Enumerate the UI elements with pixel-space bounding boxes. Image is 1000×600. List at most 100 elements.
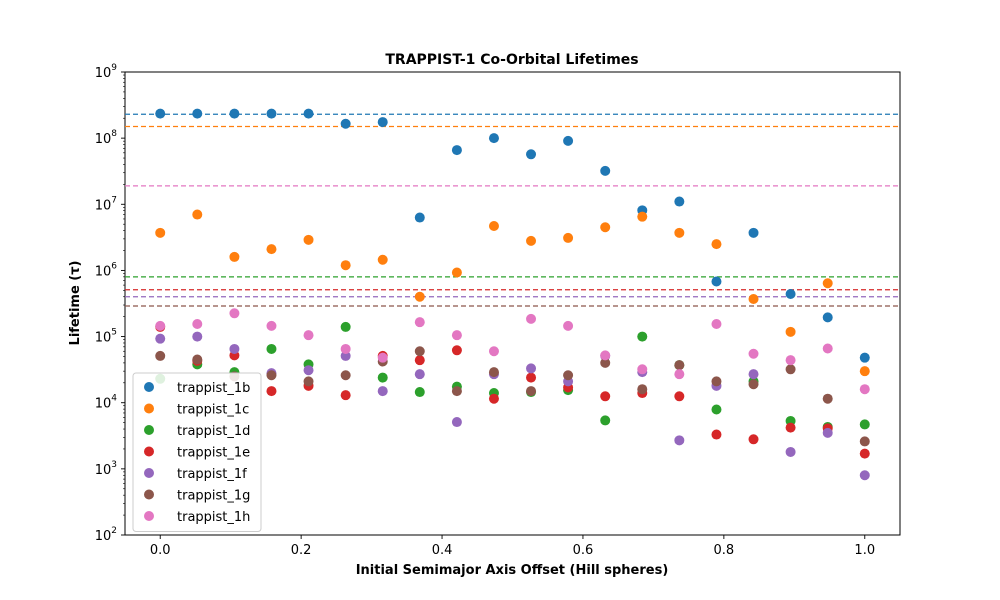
- point-trappist_1f-19: [859, 470, 870, 481]
- point-trappist_1h-18: [822, 343, 833, 354]
- y-tick-label: 107: [95, 195, 117, 213]
- x-tick-label: 1.0: [854, 543, 875, 558]
- point-trappist_1h-6: [377, 352, 388, 363]
- point-trappist_1h-8: [451, 330, 462, 341]
- point-trappist_1f-0: [155, 333, 166, 344]
- point-trappist_1b-1: [192, 108, 203, 119]
- point-trappist_1e-3: [266, 386, 277, 397]
- point-trappist_1e-16: [748, 434, 759, 445]
- point-trappist_1c-1: [192, 209, 203, 220]
- x-tick-label: 0.8: [714, 543, 735, 558]
- point-trappist_1c-11: [563, 232, 574, 243]
- point-trappist_1h-15: [711, 318, 722, 329]
- point-trappist_1g-5: [340, 370, 351, 381]
- point-trappist_1d-19: [859, 419, 870, 430]
- point-trappist_1e-19: [859, 448, 870, 459]
- point-trappist_1h-5: [340, 343, 351, 354]
- point-trappist_1g-4: [303, 376, 314, 387]
- point-trappist_1c-9: [488, 220, 499, 231]
- y-tick-label: 108: [95, 129, 118, 147]
- point-trappist_1b-7: [414, 212, 425, 223]
- point-trappist_1d-15: [711, 404, 722, 415]
- point-trappist_1c-7: [414, 291, 425, 302]
- point-trappist_1g-1: [192, 354, 203, 365]
- point-trappist_1b-9: [488, 133, 499, 144]
- point-trappist_1g-18: [822, 393, 833, 404]
- legend-label-trappist_1g: trappist_1g: [177, 489, 250, 504]
- point-trappist_1h-3: [266, 320, 277, 331]
- point-trappist_1b-17: [785, 289, 796, 300]
- legend-marker-trappist_1c: [144, 403, 154, 414]
- point-trappist_1e-15: [711, 429, 722, 440]
- point-trappist_1e-7: [414, 355, 425, 366]
- point-trappist_1c-15: [711, 239, 722, 250]
- point-trappist_1e-10: [526, 372, 537, 383]
- point-trappist_1g-11: [563, 370, 574, 381]
- chart-title: TRAPPIST-1 Co-Orbital Lifetimes: [385, 52, 638, 68]
- point-trappist_1b-3: [266, 108, 277, 119]
- x-tick-label: 0.0: [150, 543, 171, 558]
- x-axis: 0.0 0.2 0.4 0.6 0.8 1.0: [150, 535, 875, 558]
- y-tick-label: 104: [95, 394, 118, 412]
- legend-marker-trappist_1f: [144, 468, 154, 478]
- point-trappist_1b-18: [822, 312, 833, 323]
- point-trappist_1f-17: [785, 446, 796, 457]
- x-tick-label: 0.6: [573, 543, 594, 558]
- point-trappist_1h-1: [192, 318, 203, 329]
- point-trappist_1b-12: [600, 165, 611, 176]
- point-trappist_1c-12: [600, 222, 611, 233]
- point-trappist_1h-0: [155, 320, 166, 331]
- point-trappist_1d-13: [637, 331, 648, 342]
- point-trappist_1h-9: [488, 346, 499, 357]
- point-trappist_1b-16: [748, 227, 759, 238]
- point-trappist_1h-14: [674, 369, 685, 380]
- point-trappist_1e-9: [488, 393, 499, 404]
- point-trappist_1f-8: [451, 417, 462, 428]
- point-trappist_1c-16: [748, 293, 759, 304]
- point-trappist_1b-19: [859, 352, 870, 363]
- y-tick-label: 109: [95, 63, 118, 81]
- point-trappist_1d-12: [600, 415, 611, 426]
- point-trappist_1c-10: [526, 235, 537, 246]
- point-trappist_1f-6: [377, 386, 388, 397]
- point-trappist_1b-11: [563, 135, 574, 146]
- point-trappist_1g-14: [674, 360, 685, 371]
- point-trappist_1b-15: [711, 276, 722, 287]
- legend-marker-trappist_1h: [144, 511, 154, 521]
- point-trappist_1e-8: [451, 345, 462, 356]
- point-trappist_1c-8: [451, 267, 462, 278]
- point-trappist_1d-6: [377, 372, 388, 383]
- point-trappist_1b-4: [303, 108, 314, 119]
- legend-label-trappist_1c: trappist_1c: [177, 403, 249, 418]
- point-trappist_1f-7: [414, 369, 425, 380]
- point-trappist_1g-8: [451, 386, 462, 397]
- point-trappist_1g-3: [266, 370, 277, 381]
- point-trappist_1g-12: [600, 357, 611, 368]
- point-trappist_1g-0: [155, 350, 166, 361]
- point-trappist_1e-12: [600, 391, 611, 402]
- data-points: [155, 108, 870, 481]
- point-trappist_1f-14: [674, 435, 685, 446]
- point-trappist_1h-16: [748, 348, 759, 359]
- point-trappist_1f-4: [303, 365, 314, 376]
- legend: trappist_1b trappist_1c trappist_1dtrappis…: [132, 372, 262, 532]
- point-trappist_1c-14: [674, 227, 685, 238]
- point-trappist_1c-0: [155, 227, 166, 238]
- point-trappist_1c-4: [303, 234, 314, 245]
- x-axis-label: Initial Semimajor Axis Offset (Hill sphe…: [356, 563, 669, 578]
- y-axis: 102 103 104 105 106 107 108 109: [95, 63, 125, 544]
- point-trappist_1b-10: [526, 149, 537, 160]
- point-trappist_1g-17: [785, 364, 796, 375]
- legend-box: [132, 372, 262, 532]
- legend-label-trappist_1f: trappist_1f: [177, 467, 247, 482]
- x-tick-label: 0.4: [432, 543, 453, 558]
- point-trappist_1g-7: [414, 346, 425, 357]
- point-trappist_1e-14: [674, 391, 685, 402]
- point-trappist_1b-2: [229, 108, 240, 119]
- point-trappist_1e-17: [785, 422, 796, 433]
- point-trappist_1f-18: [822, 427, 833, 438]
- point-trappist_1f-16: [748, 369, 759, 380]
- point-trappist_1f-2: [229, 343, 240, 354]
- point-trappist_1g-10: [526, 386, 537, 397]
